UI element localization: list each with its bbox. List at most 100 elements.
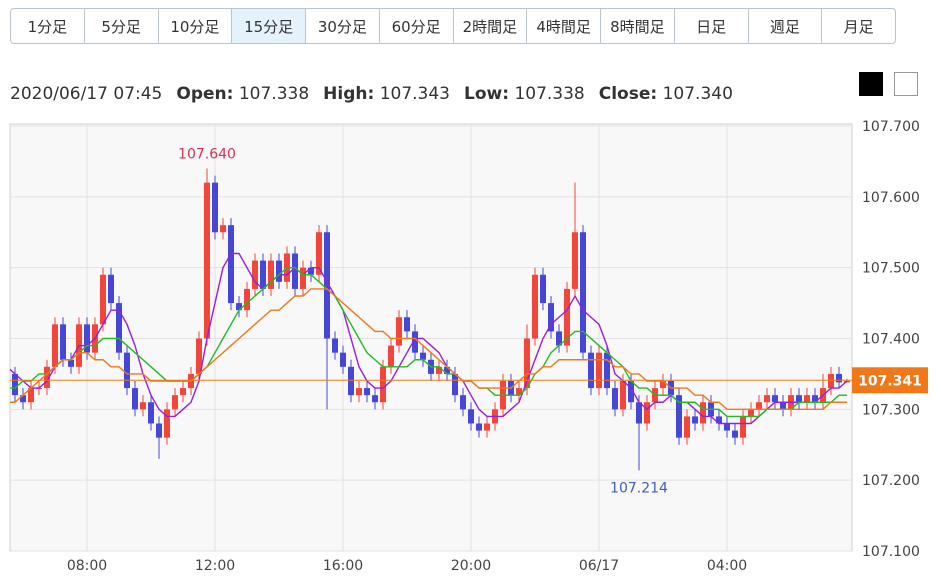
candle-body: [572, 232, 578, 289]
candle-body: [756, 402, 762, 410]
candle-body: [36, 388, 42, 390]
x-tick-label: 12:00: [195, 558, 235, 574]
candle-body: [148, 402, 154, 424]
timeframe-tab[interactable]: 日足: [675, 9, 749, 43]
candle-body: [28, 388, 34, 403]
candle-body: [388, 345, 394, 367]
candle-body: [124, 352, 130, 389]
datetime: 2020/06/17 07:45: [10, 84, 163, 104]
timeframe-tab[interactable]: 60分足: [380, 9, 454, 43]
y-tick-label: 107.300: [862, 402, 920, 418]
candle-body: [812, 395, 818, 403]
candle-body: [396, 317, 402, 346]
candle-body: [84, 324, 90, 353]
y-tick-label: 107.200: [862, 473, 920, 489]
moving-average-line: [10, 252, 848, 425]
candle-body: [76, 324, 82, 367]
timeframe-tab[interactable]: 5分足: [85, 9, 159, 43]
candle-body: [12, 373, 18, 396]
x-tick-label: 20:00: [451, 558, 491, 574]
x-tick-label: 06/17: [579, 558, 619, 574]
candle-body: [604, 352, 610, 389]
candle-body: [716, 416, 722, 424]
candle-body: [828, 373, 834, 389]
candle-body: [780, 402, 786, 410]
candle-body: [580, 232, 586, 353]
ohlc-label: Close:: [598, 84, 658, 104]
candle-body: [108, 274, 114, 304]
candle-body: [500, 381, 506, 410]
candle-body: [116, 303, 122, 353]
candle-body: [452, 373, 458, 396]
candle-body: [268, 260, 274, 289]
timeframe-tabs: 1分足 5分足 10分足 15分足 30分足 60分足 2時間足 4時間足 8時間足 日足 週足 月足: [10, 8, 896, 44]
candle-body: [492, 409, 498, 424]
candle-body: [100, 274, 106, 325]
candle-body: [284, 253, 290, 282]
candle-body: [244, 288, 250, 311]
plot-area: [9, 123, 853, 552]
light-theme-button[interactable]: [894, 72, 918, 96]
candle-body: [68, 359, 74, 367]
timeframe-tab[interactable]: 15分足: [232, 9, 306, 43]
candle-body: [156, 423, 162, 438]
candle-body: [428, 359, 434, 374]
candle-body: [772, 395, 778, 403]
candle-body: [412, 331, 418, 353]
last-price-label: 107.341: [858, 373, 922, 389]
timeframe-tab[interactable]: 月足: [843, 17, 874, 36]
candle-body: [220, 225, 226, 233]
candle-body: [588, 352, 594, 389]
timeframe-tab[interactable]: 10分足: [159, 9, 233, 43]
candle-body: [748, 409, 754, 417]
moving-average-line: [10, 266, 847, 418]
candle-body: [740, 416, 746, 438]
timeframe-tab[interactable]: 週足: [749, 9, 823, 43]
timeframe-tab[interactable]: 8時間足: [601, 9, 675, 43]
candle-body: [660, 381, 666, 389]
candle-body: [356, 388, 362, 396]
candle-body: [788, 395, 794, 410]
candle-body: [180, 388, 186, 396]
candle-body: [620, 381, 626, 410]
timeframe-tab[interactable]: 2時間足: [454, 9, 528, 43]
candle-body: [324, 232, 330, 339]
candle-body: [300, 267, 306, 289]
candle-body: [340, 352, 346, 367]
timeframe-tab[interactable]: 4時間足: [527, 9, 601, 43]
x-tick-label: 04:00: [707, 558, 747, 574]
ohlc-label: High:: [323, 84, 375, 104]
candle-body: [820, 388, 826, 403]
candle-body: [348, 366, 354, 396]
candle-body: [692, 416, 698, 424]
dark-theme-button[interactable]: [859, 72, 883, 96]
candle-body: [508, 381, 514, 396]
candle-body: [668, 381, 674, 396]
candle-body: [804, 395, 810, 403]
candle-body: [468, 409, 474, 424]
x-tick-label: 08:00: [67, 558, 107, 574]
timeframe-tab[interactable]: 30分足: [306, 9, 380, 43]
candle-body: [596, 352, 602, 389]
candle-body: [476, 423, 482, 431]
candle-body: [796, 395, 802, 403]
candle-body: [444, 366, 450, 374]
ohlc-value: 107.343: [379, 84, 451, 104]
candle-body: [532, 274, 538, 339]
candle-body: [60, 324, 66, 360]
candle-body: [732, 430, 738, 438]
candle-body: [628, 381, 634, 403]
candle-body: [372, 395, 378, 403]
y-tick-label: 107.400: [862, 332, 920, 348]
timeframe-tab[interactable]: 1分足: [11, 9, 85, 43]
candle-body: [188, 373, 194, 389]
candle-body: [364, 388, 370, 396]
candle-body: [212, 182, 218, 233]
ohlc-value: 107.338: [514, 84, 585, 104]
candle-body: [316, 232, 322, 275]
ohlc-label: Low:: [464, 84, 510, 104]
candle-body: [420, 352, 426, 360]
candle-body: [92, 324, 98, 353]
candle-body: [684, 416, 690, 438]
